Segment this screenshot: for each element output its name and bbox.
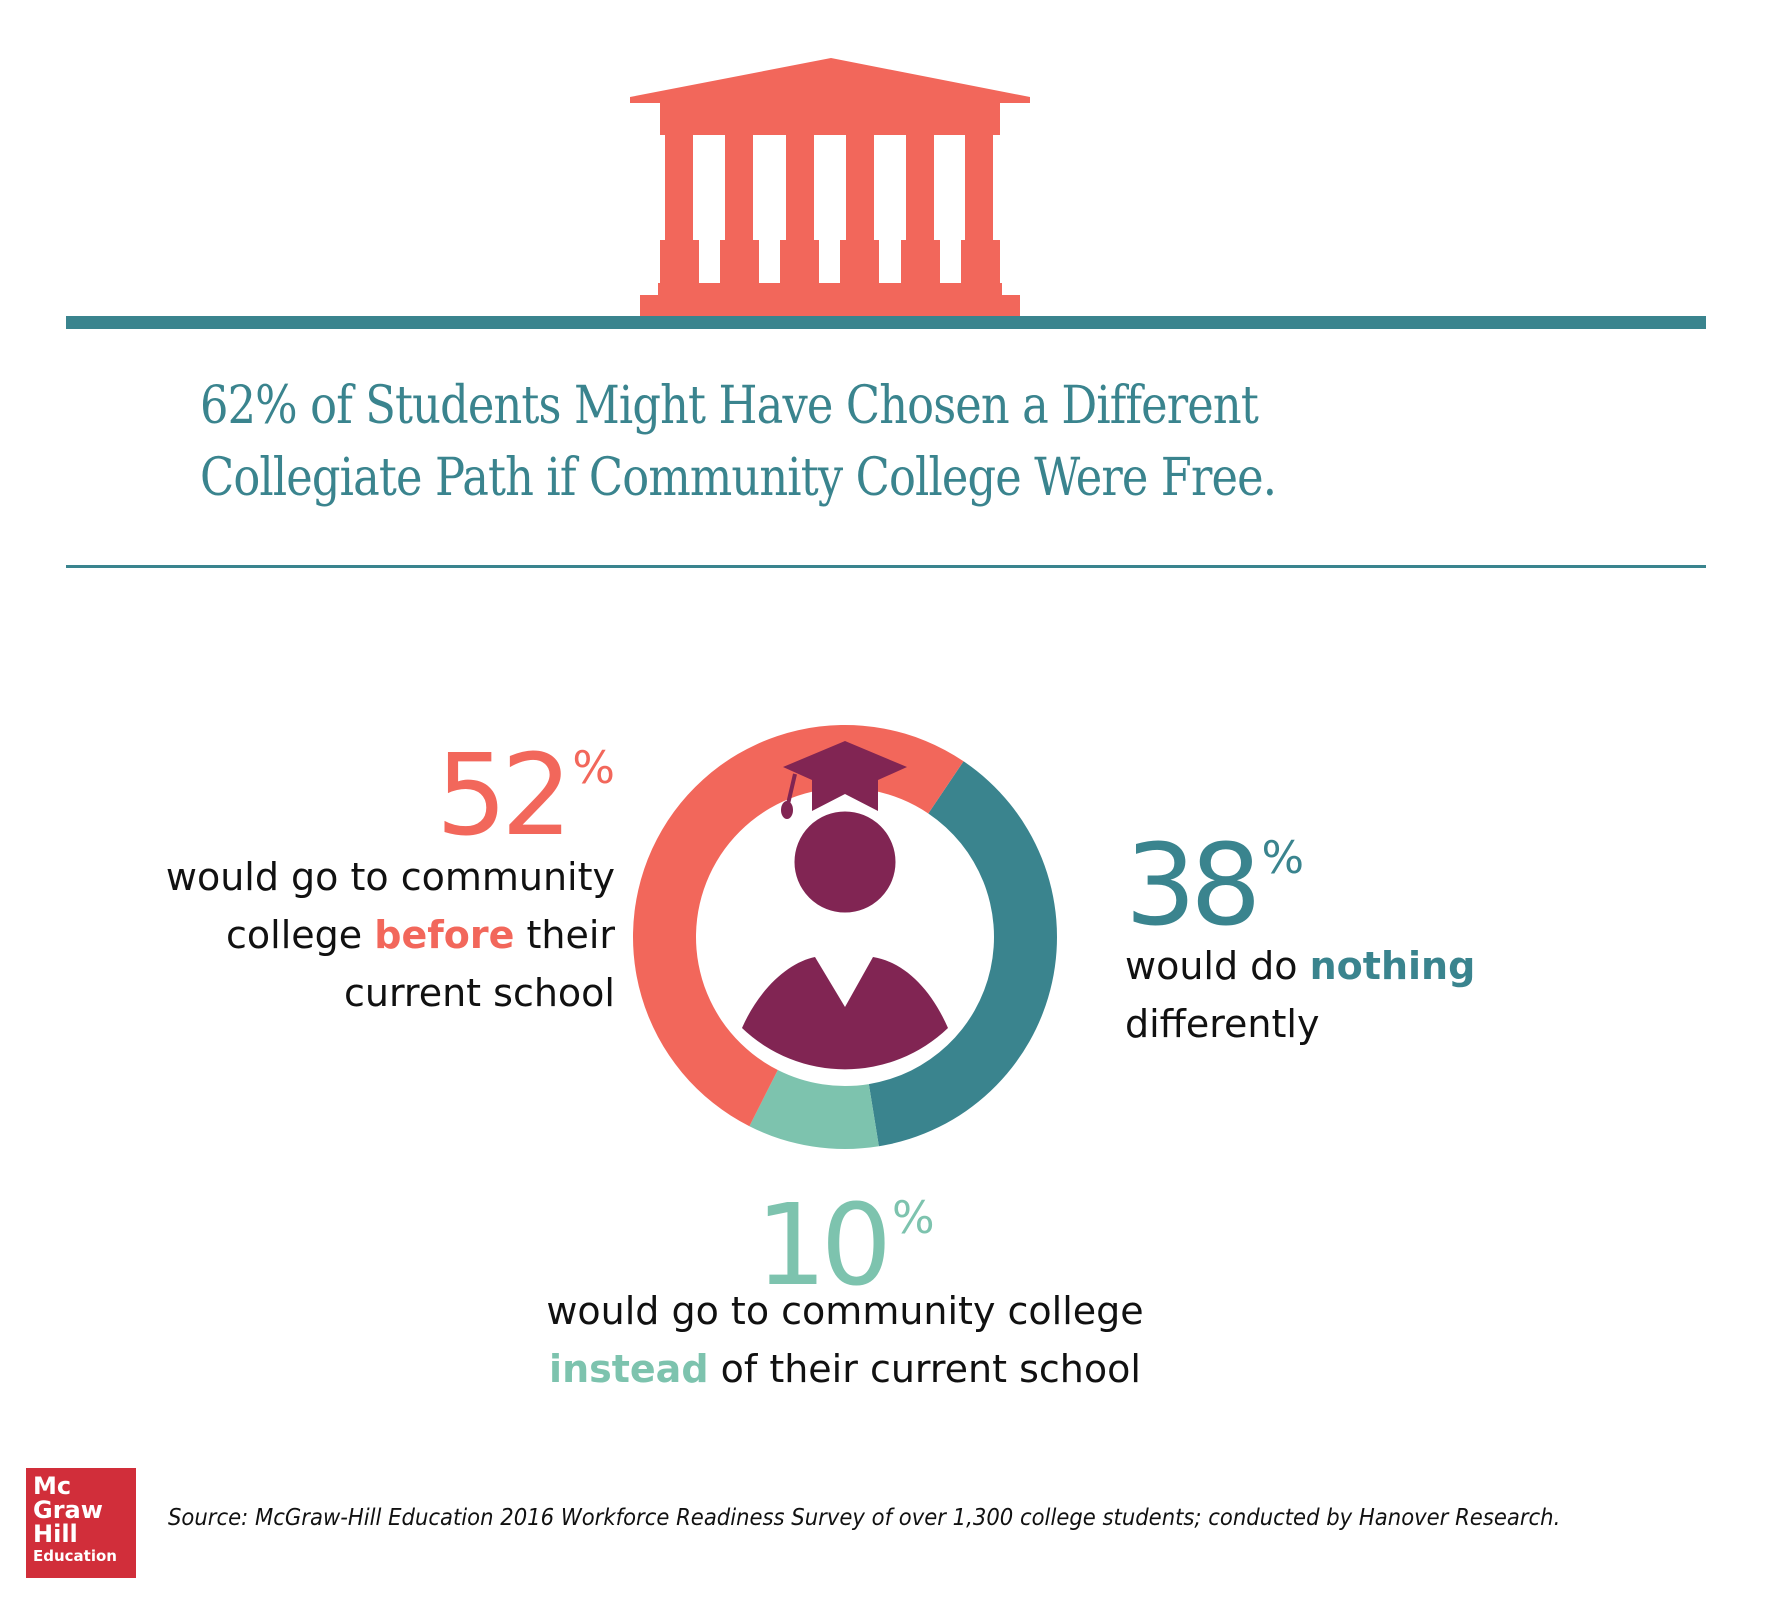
headline-line-1: 62% of Students Might Have Chosen a Diff…	[200, 376, 1259, 436]
donut-segment-before	[633, 725, 964, 1127]
header-divider	[66, 316, 1706, 329]
donut-segment-nothing	[868, 761, 1057, 1147]
mcgraw-hill-logo: Mc Graw Hill Education	[26, 1468, 136, 1578]
stat-before-value: 52%	[435, 731, 615, 861]
emphasis-instead: instead	[549, 1347, 709, 1391]
stat-instead-value: 10%	[755, 1181, 935, 1311]
source-citation: Source: McGraw-Hill Education 2016 Workf…	[168, 1505, 1561, 1531]
emphasis-nothing: nothing	[1309, 944, 1476, 988]
title-divider	[66, 565, 1706, 568]
stat-nothing-description: would do nothing differently	[1125, 944, 1476, 1046]
page-title: 62% of Students Might Have Chosen a Diff…	[200, 370, 1404, 514]
donut-chart	[633, 725, 1057, 1149]
stat-nothing-value: 38%	[1125, 821, 1305, 951]
graduate-student-icon	[742, 741, 948, 1070]
university-building-icon	[630, 58, 1030, 317]
emphasis-before: before	[374, 913, 515, 957]
stat-instead-description: would go to community college instead of…	[546, 1289, 1144, 1391]
donut-segment-instead	[749, 1069, 879, 1149]
stat-before-description: would go to community college before the…	[165, 855, 615, 1015]
headline-line-2: Collegiate Path if Community College Wer…	[200, 448, 1277, 508]
